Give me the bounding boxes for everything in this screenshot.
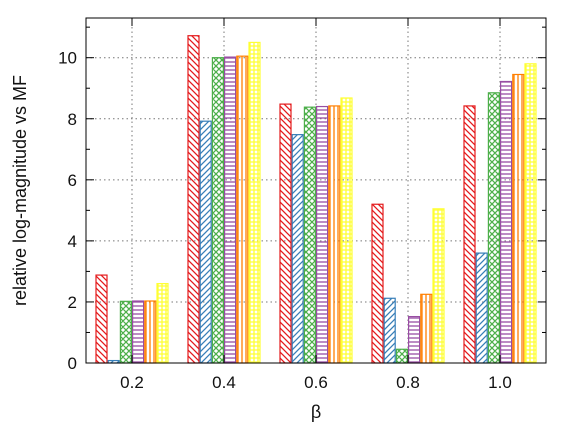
axis-ticks: 0 2 4 6 8 10 0.2 0.4 0.6 0.8 1.0 bbox=[58, 18, 546, 392]
bar-0.6-series-5 bbox=[328, 105, 341, 364]
bar-0.2-series-4 bbox=[132, 300, 145, 364]
bar-0.4-series-3 bbox=[211, 57, 224, 364]
y-tick-label: 10 bbox=[58, 49, 77, 68]
y-axis-label: relative log-magnitude vs MF bbox=[10, 75, 30, 306]
bar-0.4-series-5 bbox=[236, 55, 249, 364]
y-tick-label: 0 bbox=[68, 354, 77, 373]
bar-1.0-series-5 bbox=[512, 73, 525, 364]
y-tick-label: 4 bbox=[68, 232, 77, 251]
bar-0.2-series-5 bbox=[144, 300, 157, 364]
bar-0.8-series-6 bbox=[432, 208, 445, 364]
bar-1.0-series-3 bbox=[487, 92, 500, 364]
bar-0.2-series-1 bbox=[95, 274, 108, 364]
grid-lines bbox=[86, 18, 546, 363]
x-axis-label: β bbox=[311, 402, 321, 422]
x-tick-label: 0.4 bbox=[212, 373, 236, 392]
bar-0.6-series-4 bbox=[316, 105, 329, 364]
bar-0.6-series-6 bbox=[340, 97, 353, 364]
x-tick-label: 1.0 bbox=[488, 373, 512, 392]
y-tick-label: 8 bbox=[68, 110, 77, 129]
bar-0.6-series-3 bbox=[303, 106, 316, 364]
bar-0.8-series-5 bbox=[420, 293, 433, 364]
bar-0.8-series-3 bbox=[395, 348, 408, 364]
x-tick-label: 0.2 bbox=[120, 373, 144, 392]
bar-0.4-series-1 bbox=[187, 35, 200, 364]
bar-0.4-series-2 bbox=[199, 120, 212, 364]
bar-0.4-series-4 bbox=[224, 56, 237, 364]
bar-0.8-series-4 bbox=[408, 315, 421, 364]
bars bbox=[95, 35, 537, 364]
y-tick-label: 6 bbox=[68, 171, 77, 190]
bar-0.2-series-6 bbox=[156, 283, 169, 364]
bar-0.2-series-3 bbox=[119, 300, 133, 364]
x-tick-label: 0.6 bbox=[304, 373, 328, 392]
y-tick-label: 2 bbox=[68, 293, 77, 312]
bar-0.6-series-1 bbox=[279, 103, 292, 364]
bar-0.4-series-6 bbox=[248, 41, 261, 364]
bar-1.0-series-2 bbox=[475, 252, 488, 364]
bar-0.8-series-2 bbox=[383, 297, 396, 364]
bar-1.0-series-4 bbox=[500, 80, 513, 364]
bar-1.0-series-1 bbox=[463, 105, 476, 364]
bar-0.8-series-1 bbox=[371, 203, 384, 364]
x-tick-label: 0.8 bbox=[396, 373, 420, 392]
bar-1.0-series-6 bbox=[524, 63, 537, 364]
bar-0.6-series-2 bbox=[291, 134, 304, 364]
